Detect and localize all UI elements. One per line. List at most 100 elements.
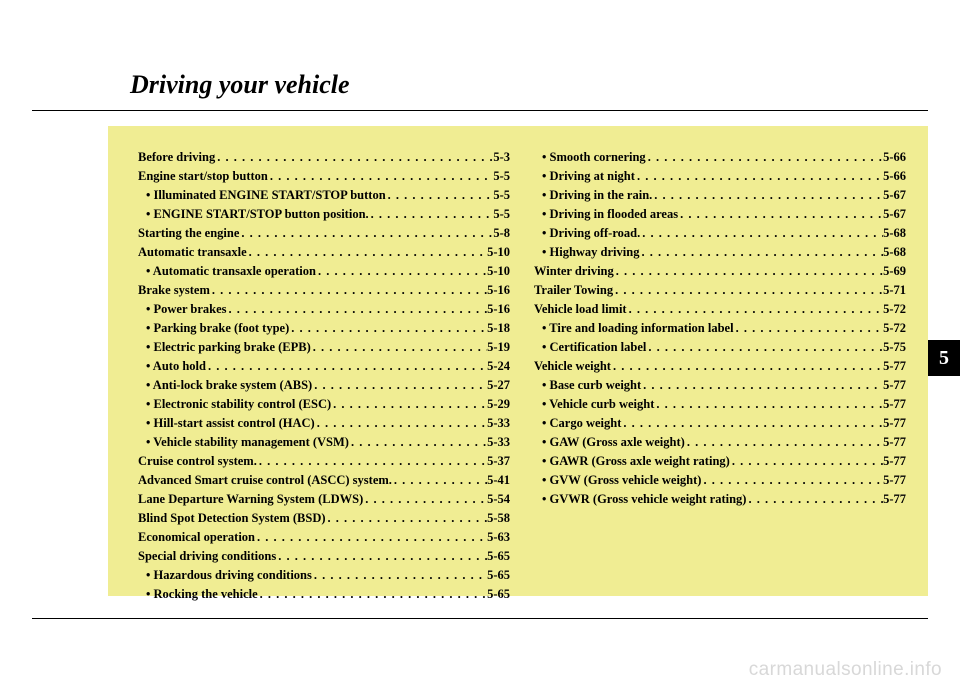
toc-line: Trailer Towing . . . . . . . . . . . . .… xyxy=(534,281,906,300)
toc-box: Before driving . . . . . . . . . . . . .… xyxy=(108,126,928,596)
toc-leader-dots: . . . . . . . . . . . . . . . . . . . . … xyxy=(730,452,883,471)
toc-line: • Rocking the vehicle . . . . . . . . . … xyxy=(138,585,510,604)
chapter-title: Driving your vehicle xyxy=(0,70,960,100)
toc-label: • Smooth cornering xyxy=(542,148,646,167)
toc-label: • Electronic stability control (ESC) xyxy=(146,395,331,414)
toc-page: 5-33 xyxy=(487,414,510,433)
toc-leader-dots: . . . . . . . . . . . . . . . . . . . . … xyxy=(734,319,884,338)
toc-line: • Anti-lock brake system (ABS) . . . . .… xyxy=(138,376,510,395)
toc-label: • Hazardous driving conditions xyxy=(146,566,312,585)
toc-leader-dots: . . . . . . . . . . . . . . . . . . . . … xyxy=(312,376,487,395)
toc-line: • Tire and loading information label . .… xyxy=(534,319,906,338)
toc-label: • Rocking the vehicle xyxy=(146,585,258,604)
toc-label: Before driving xyxy=(138,148,215,167)
toc-leader-dots: . . . . . . . . . . . . . . . . . . . . … xyxy=(685,433,883,452)
toc-line: • Automatic transaxle operation . . . . … xyxy=(138,262,510,281)
toc-line: Starting the engine . . . . . . . . . . … xyxy=(138,224,510,243)
toc-line: Before driving . . . . . . . . . . . . .… xyxy=(138,148,510,167)
toc-line: Advanced Smart cruise control (ASCC) sys… xyxy=(138,471,510,490)
toc-label: • GAWR (Gross axle weight rating) xyxy=(542,452,730,471)
toc-page: 5-18 xyxy=(487,319,510,338)
toc-line: Blind Spot Detection System (BSD) . . . … xyxy=(138,509,510,528)
toc-leader-dots: . . . . . . . . . . . . . . . . . . . . … xyxy=(639,243,883,262)
toc-page: 5-77 xyxy=(883,490,906,509)
toc-line: • Driving in the rain. . . . . . . . . .… xyxy=(534,186,906,205)
toc-page: 5-5 xyxy=(493,205,510,224)
toc-label: • GVW (Gross vehicle weight) xyxy=(542,471,701,490)
toc-label: Lane Departure Warning System (LDWS) xyxy=(138,490,363,509)
toc-page: 5-37 xyxy=(487,452,510,471)
toc-page: 5-68 xyxy=(883,224,906,243)
toc-leader-dots: . . . . . . . . . . . . . . . . . . . . … xyxy=(627,300,883,319)
toc-label: • GAW (Gross axle weight) xyxy=(542,433,685,452)
toc-page: 5-54 xyxy=(487,490,510,509)
toc-leader-dots: . . . . . . . . . . . . . . . . . . . . … xyxy=(611,357,883,376)
toc-line: • Driving in flooded areas . . . . . . .… xyxy=(534,205,906,224)
toc-label: • Automatic transaxle operation xyxy=(146,262,316,281)
toc-page: 5-41 xyxy=(487,471,510,490)
toc-line: • Certification label . . . . . . . . . … xyxy=(534,338,906,357)
toc-label: Automatic transaxle xyxy=(138,243,247,262)
toc-label: • Illuminated ENGINE START/STOP button xyxy=(146,186,386,205)
toc-label: Brake system xyxy=(138,281,210,300)
toc-label: • Driving at night xyxy=(542,167,635,186)
toc-line: • GAW (Gross axle weight) . . . . . . . … xyxy=(534,433,906,452)
toc-page: 5-29 xyxy=(487,395,510,414)
toc-leader-dots: . . . . . . . . . . . . . . . . . . . . … xyxy=(746,490,883,509)
toc-leader-dots: . . . . . . . . . . . . . . . . . . . . … xyxy=(654,395,883,414)
toc-label: • Vehicle stability management (VSM) xyxy=(146,433,349,452)
toc-line: • GVWR (Gross vehicle weight rating) . .… xyxy=(534,490,906,509)
toc-label: • Certification label xyxy=(542,338,646,357)
toc-line: • Hill-start assist control (HAC) . . . … xyxy=(138,414,510,433)
toc-label: • Hill-start assist control (HAC) xyxy=(146,414,315,433)
chapter-tab: 5 xyxy=(928,340,960,376)
toc-page: 5-71 xyxy=(883,281,906,300)
toc-leader-dots: . . . . . . . . . . . . . . . . . . . . … xyxy=(268,167,493,186)
toc-line: • Vehicle curb weight . . . . . . . . . … xyxy=(534,395,906,414)
toc-page: 5-65 xyxy=(487,585,510,604)
toc-leader-dots: . . . . . . . . . . . . . . . . . . . . … xyxy=(621,414,883,433)
toc-page: 5-75 xyxy=(883,338,906,357)
toc-page: 5-68 xyxy=(883,243,906,262)
toc-leader-dots: . . . . . . . . . . . . . . . . . . . . … xyxy=(641,376,883,395)
toc-label: Vehicle weight xyxy=(534,357,611,376)
toc-page: 5-77 xyxy=(883,452,906,471)
toc-leader-dots: . . . . . . . . . . . . . . . . . . . . … xyxy=(206,357,487,376)
toc-leader-dots: . . . . . . . . . . . . . . . . . . . . … xyxy=(316,262,487,281)
toc-page: 5-19 xyxy=(487,338,510,357)
toc-leader-dots: . . . . . . . . . . . . . . . . . . . . … xyxy=(646,338,883,357)
manual-page: Driving your vehicle Before driving . . … xyxy=(0,0,960,689)
toc-page: 5-58 xyxy=(487,509,510,528)
toc-line: • Smooth cornering . . . . . . . . . . .… xyxy=(534,148,906,167)
toc-leader-dots: . . . . . . . . . . . . . . . . . . . . … xyxy=(614,262,883,281)
toc-label: • Tire and loading information label xyxy=(542,319,734,338)
toc-leader-dots: . . . . . . . . . . . . . . . . . . . . … xyxy=(635,167,883,186)
toc-page: 5-72 xyxy=(883,319,906,338)
toc-page: 5-63 xyxy=(487,528,510,547)
toc-label: • Driving off-road. xyxy=(542,224,640,243)
toc-leader-dots: . . . . . . . . . . . . . . . . . . . . … xyxy=(255,528,487,547)
toc-page: 5-77 xyxy=(883,395,906,414)
toc-label: • Driving in the rain. xyxy=(542,186,652,205)
toc-leader-dots: . . . . . . . . . . . . . . . . . . . . … xyxy=(257,452,487,471)
toc-label: • Driving in flooded areas xyxy=(542,205,678,224)
toc-line: • ENGINE START/STOP button position. . .… xyxy=(138,205,510,224)
toc-line: Economical operation . . . . . . . . . .… xyxy=(138,528,510,547)
toc-label: • Electric parking brake (EPB) xyxy=(146,338,311,357)
toc-label: • Base curb weight xyxy=(542,376,641,395)
toc-page: 5-65 xyxy=(487,547,510,566)
toc-leader-dots: . . . . . . . . . . . . . . . . . . . . … xyxy=(386,186,494,205)
toc-label: • GVWR (Gross vehicle weight rating) xyxy=(542,490,746,509)
toc-column-right: • Smooth cornering . . . . . . . . . . .… xyxy=(534,148,906,578)
toc-page: 5-33 xyxy=(487,433,510,452)
toc-leader-dots: . . . . . . . . . . . . . . . . . . . . … xyxy=(652,186,883,205)
toc-label: Cruise control system. xyxy=(138,452,257,471)
toc-page: 5-24 xyxy=(487,357,510,376)
toc-leader-dots: . . . . . . . . . . . . . . . . . . . . … xyxy=(646,148,883,167)
toc-leader-dots: . . . . . . . . . . . . . . . . . . . . … xyxy=(363,490,487,509)
toc-page: 5-27 xyxy=(487,376,510,395)
toc-label: Engine start/stop button xyxy=(138,167,268,186)
toc-line: • Highway driving . . . . . . . . . . . … xyxy=(534,243,906,262)
toc-leader-dots: . . . . . . . . . . . . . . . . . . . . … xyxy=(326,509,488,528)
toc-page: 5-66 xyxy=(883,167,906,186)
